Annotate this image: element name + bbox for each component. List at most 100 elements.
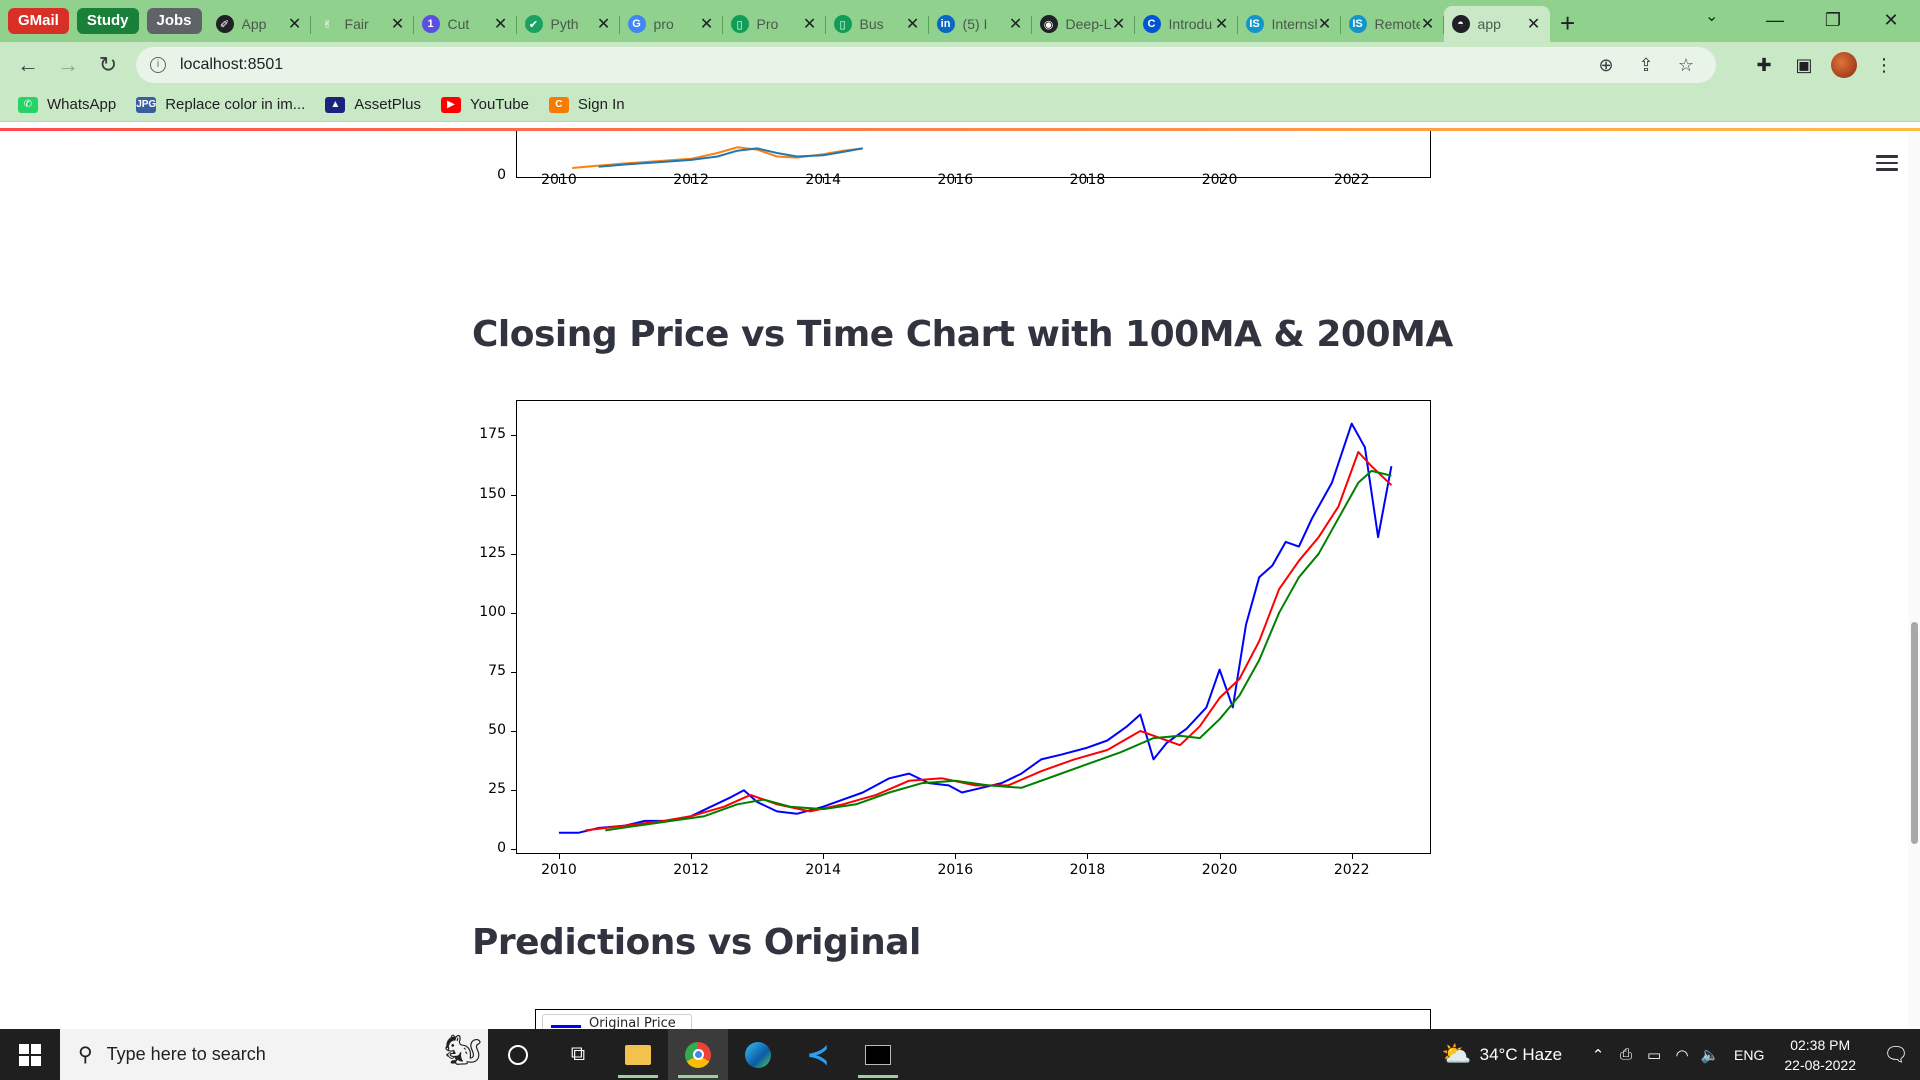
chart2-x-tick-label: 2020 <box>1201 862 1238 878</box>
share-icon[interactable]: ⇪ <box>1638 54 1654 75</box>
zoom-icon[interactable]: ⊕ <box>1598 54 1614 75</box>
tab-close-icon[interactable]: ✕ <box>1214 16 1229 33</box>
chrome-icon[interactable] <box>668 1029 728 1080</box>
weather-text[interactable]: 34°C Haze <box>1479 1044 1563 1064</box>
bookmark-star-icon[interactable]: ☆ <box>1677 54 1695 75</box>
chart1-x-tick-mark <box>1351 178 1353 183</box>
wifi-icon[interactable]: ◠ <box>1675 1046 1689 1064</box>
tab-close-icon[interactable]: ✕ <box>1526 16 1541 33</box>
browser-tab[interactable]: ✐ App ✕ <box>208 6 311 42</box>
tab-group-gmail[interactable]: GMail <box>8 8 69 34</box>
page-scrollbar-thumb[interactable] <box>1911 622 1918 844</box>
menu-dots-icon[interactable]: ⋮ <box>1875 54 1893 75</box>
bookmark-item[interactable]: ✆ WhatsApp <box>18 96 116 113</box>
browser-tab[interactable]: ✔ Pyth ✕ <box>517 6 620 42</box>
edge-icon[interactable] <box>728 1029 788 1080</box>
bookmark-item[interactable]: ▲ AssetPlus <box>325 96 421 113</box>
terminal-icon[interactable] <box>848 1029 908 1080</box>
language-indicator[interactable]: ENG <box>1734 1046 1765 1063</box>
side-panel-icon[interactable]: ▣ <box>1795 54 1813 75</box>
browser-tab[interactable]: IS Internsh✕ <box>1238 6 1341 42</box>
tab-close-icon[interactable]: ✕ <box>1008 16 1023 33</box>
profile-avatar[interactable] <box>1831 52 1857 78</box>
weather-sun-icon[interactable]: ⛅ <box>1441 1041 1472 1068</box>
chart1-x-tick-mark <box>955 178 957 183</box>
chart2-series-line-0 <box>558 422 1393 834</box>
tab-title: Pyth <box>550 16 579 32</box>
bookmark-item[interactable]: JPG Replace color in im... <box>136 96 305 113</box>
closing-price-100ma-200ma-chart <box>516 400 1431 854</box>
tab-close-icon[interactable]: ✕ <box>390 16 405 33</box>
tab-title: pro <box>653 16 674 32</box>
tab-close-icon[interactable]: ✕ <box>1111 16 1126 33</box>
chart-legend: Original Price <box>542 1014 692 1029</box>
tab-close-icon[interactable]: ✕ <box>287 16 302 33</box>
bookmark-label: WhatsApp <box>47 96 117 113</box>
tab-group-jobs[interactable]: Jobs <box>146 8 202 34</box>
tab-group-study[interactable]: Study <box>76 8 139 34</box>
windows-start-icon[interactable] <box>0 1029 60 1080</box>
forward-arrow-icon[interactable]: → <box>57 52 79 77</box>
hamburger-menu-icon[interactable] <box>1876 155 1898 171</box>
tab-title: Remote <box>1374 16 1420 32</box>
cortana-icon[interactable] <box>488 1029 548 1080</box>
clock[interactable]: 02:38 PM 22-08-2022 <box>1784 1035 1856 1075</box>
bookmark-label: Replace color in im... <box>165 96 306 113</box>
restore-icon[interactable]: ❐ <box>1824 10 1842 30</box>
file-explorer-icon[interactable] <box>608 1029 668 1080</box>
browser-tab[interactable]: ✌ Fair ✕ <box>311 6 414 42</box>
browser-tab[interactable]: IS Remote ✕ <box>1341 6 1444 42</box>
close-window-icon[interactable]: ✕ <box>1883 10 1899 30</box>
tab-close-icon[interactable]: ✕ <box>493 16 508 33</box>
minimize-icon[interactable]: — <box>1766 10 1784 30</box>
chart2-y-tick-label: 175 <box>479 426 506 443</box>
hand-icon: ✌ <box>318 15 337 33</box>
browser-tab[interactable]: C Introdu ✕ <box>1135 6 1238 42</box>
internshala-icon: IS <box>1245 15 1264 33</box>
chevron-up-icon[interactable]: ⌃ <box>1591 1046 1605 1064</box>
taskbar-search-box[interactable]: ⚲ Type here to search 🐿 <box>60 1029 488 1080</box>
bookmark-label: YouTube <box>469 96 529 113</box>
windows-taskbar: ⚲ Type here to search 🐿 ⧉ ≺ ⛅ 34°C Haze … <box>0 1029 1920 1080</box>
battery-icon[interactable]: ▭ <box>1646 1046 1662 1064</box>
bookmark-item[interactable]: C Sign In <box>548 96 625 113</box>
omnibox-actions: ⊕ ⇪ ☆ <box>1586 47 1706 83</box>
bookmark-item[interactable]: ▶ YouTube <box>440 96 529 113</box>
task-view-icon[interactable]: ⧉ <box>570 1043 586 1065</box>
vscode-icon[interactable]: ≺ <box>806 1039 830 1070</box>
chart2-x-tick-label: 2012 <box>673 862 709 878</box>
chart2-x-tick-label: 2022 <box>1333 862 1370 878</box>
search-highlight-illustration-icon: 🐿 <box>443 1034 482 1067</box>
tab-title: Internsh <box>1271 16 1317 32</box>
browser-tab[interactable]: in (5) I ✕ <box>929 6 1032 42</box>
page-scrollbar[interactable] <box>1908 131 1920 1029</box>
back-arrow-icon[interactable]: ← <box>17 52 39 77</box>
volume-icon[interactable]: 🔈 <box>1700 1046 1720 1064</box>
notifications-icon[interactable]: 🗨 <box>1883 1044 1909 1066</box>
reload-icon[interactable]: ↻ <box>98 52 118 77</box>
browser-tab[interactable]: 1 Cut ✕ <box>414 6 517 42</box>
browser-tab[interactable]: ◉ Deep-Le✕ <box>1032 6 1135 42</box>
tab-close-icon[interactable]: ✕ <box>596 16 611 33</box>
browser-tab[interactable]: ◓ app ✕ <box>1443 6 1550 42</box>
url-text[interactable]: localhost:8501 <box>180 56 284 73</box>
tab-search-icon[interactable]: ⌄ <box>1705 8 1719 25</box>
tab-close-icon[interactable]: ✕ <box>905 16 920 33</box>
browser-tab[interactable]: ▯ Bus ✕ <box>826 6 929 42</box>
meet-now-icon[interactable]: ⎙ <box>1620 1046 1633 1063</box>
browser-tab[interactable]: ▯ Pro ✕ <box>723 6 826 42</box>
address-bar[interactable]: i localhost:8501 ⊕ ⇪ ☆ <box>136 47 1716 83</box>
tab-close-icon[interactable]: ✕ <box>1317 16 1332 33</box>
tab-title: Fair <box>344 16 369 32</box>
new-tab-button[interactable]: + <box>1559 8 1576 38</box>
chart2-series-line-1 <box>585 451 1393 832</box>
tab-close-icon[interactable]: ✕ <box>802 16 817 33</box>
tab-title: Pro <box>756 16 779 32</box>
signin-icon: C <box>548 96 569 113</box>
extensions-icon[interactable]: ✚ <box>1756 54 1772 75</box>
site-info-icon[interactable]: i <box>150 57 166 73</box>
tab-close-icon[interactable]: ✕ <box>1420 16 1435 33</box>
tab-close-icon[interactable]: ✕ <box>699 16 714 33</box>
chart1-y-tick-label: 0 <box>497 167 506 183</box>
